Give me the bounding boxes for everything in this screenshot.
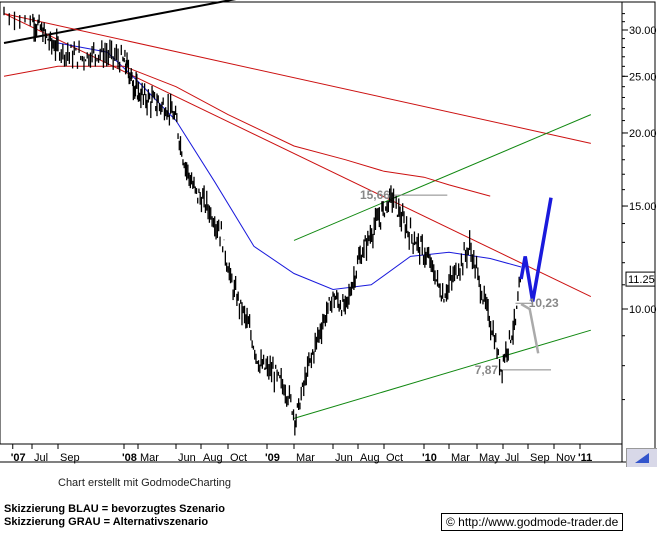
x-tick-label: Mar: [451, 452, 470, 464]
legend-line-grey: Skizzierung GRAU = Alternativszenario: [4, 516, 225, 529]
x-tick-label: Sep: [530, 452, 550, 464]
price-annotation: 15,66: [360, 188, 390, 202]
x-tick-label: '07: [11, 452, 26, 464]
x-tick-label: Aug: [360, 452, 380, 464]
footer-url[interactable]: © http://www.godmode-trader.de: [441, 513, 623, 531]
price-annotation: 7,87: [475, 363, 499, 377]
current-price-label: 11.25: [628, 274, 655, 286]
plot-frame: [0, 2, 622, 444]
x-tick-label: Jun: [178, 452, 196, 464]
x-tick-label: Jul: [505, 452, 519, 464]
chart-credit: Chart erstellt mit GodmodeCharting: [58, 477, 231, 489]
x-tick-label: Aug: [203, 452, 223, 464]
x-tick-label: Nov: [556, 452, 576, 464]
x-tick-label: Jun: [335, 452, 353, 464]
y-tick-label: 20.00: [629, 128, 657, 140]
scenario-path: [521, 198, 551, 302]
scenario-legend: Skizzierung BLAU = bevorzugtes Szenario …: [4, 503, 225, 529]
x-tick-label: '09: [265, 452, 280, 464]
x-tick-label: Mar: [296, 452, 315, 464]
x-tick-label: Sep: [60, 452, 80, 464]
trendline: [294, 330, 591, 418]
scenario-path: [521, 304, 538, 353]
y-tick-label: 25.00: [629, 71, 657, 83]
x-tick-label: '08: [122, 452, 137, 464]
x-tick-label: '11: [578, 452, 592, 464]
moving-average-fast-line: [58, 43, 521, 290]
y-tick-label: 30.00: [629, 25, 657, 37]
scroll-arrow-icon: [627, 449, 657, 467]
x-tick-label: Jul: [34, 452, 48, 464]
y-tick-label: 15.00: [629, 201, 657, 213]
price-annotation: 10,23: [529, 296, 559, 310]
x-tick-label: Oct: [386, 452, 403, 464]
x-tick-label: May: [479, 452, 500, 464]
x-tick-label: '10: [422, 452, 437, 464]
x-tick-label: Mar: [140, 452, 159, 464]
legend-line-blue: Skizzierung BLAU = bevorzugtes Szenario: [4, 503, 225, 516]
y-tick-label: 10.00: [629, 304, 657, 316]
scroll-arrow-button[interactable]: [626, 448, 657, 467]
trendline: [4, 14, 591, 144]
x-tick-label: Oct: [230, 452, 247, 464]
